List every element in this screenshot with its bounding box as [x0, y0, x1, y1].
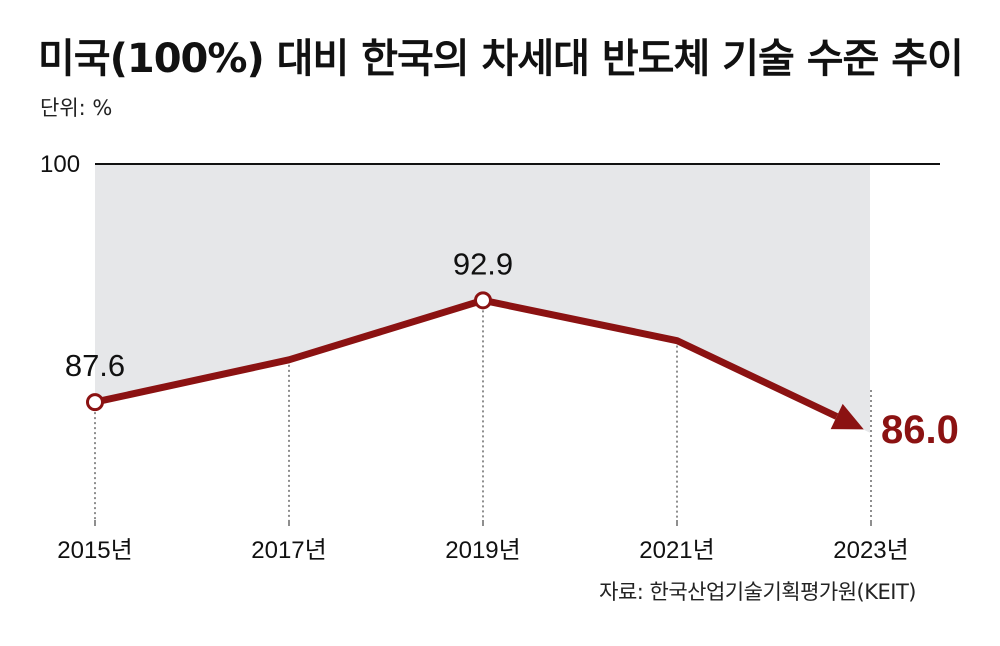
chart-title: 미국(100%) 대비 한국의 차세대 반도체 기술 수준 추이 — [38, 36, 964, 82]
unit-label: 단위: % — [40, 96, 113, 120]
guide-line-layer — [94, 300, 872, 520]
series-layer — [86, 291, 864, 430]
source-note: 자료: 한국산업기술기획평가원(KEIT) — [599, 580, 916, 604]
x-tick-label: 2019년 — [445, 537, 520, 564]
x-tick-label: 2015년 — [57, 537, 132, 564]
data-point-marker — [86, 393, 104, 412]
data-label: 87.6 — [65, 348, 125, 383]
x-tick-label: 2017년 — [251, 537, 326, 564]
data-label-final: 86.0 — [881, 408, 959, 452]
arrow-head — [830, 403, 864, 430]
axis-layer: 100 2015년 2017년 2019년 2021년 2023년 — [40, 151, 940, 564]
data-point-marker — [474, 291, 492, 310]
x-tick-label: 2023년 — [833, 537, 908, 564]
label-layer: 87.6 92.9 86.0 — [65, 246, 959, 451]
reference-label: 100 — [40, 151, 80, 178]
data-label: 92.9 — [453, 246, 513, 281]
x-tick-label: 2021년 — [639, 537, 714, 564]
